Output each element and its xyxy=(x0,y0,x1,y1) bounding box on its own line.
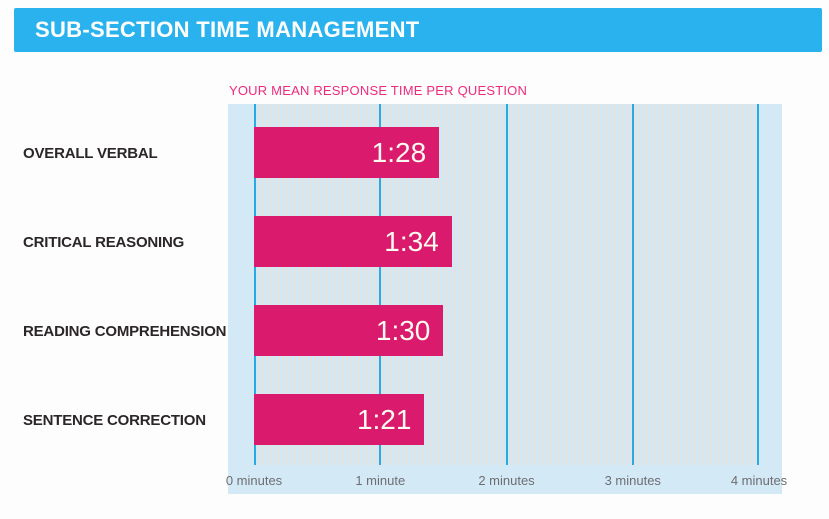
gridline-2-minutes xyxy=(505,104,508,465)
chart-subtitle: YOUR MEAN RESPONSE TIME PER QUESTION xyxy=(229,83,528,98)
category-label-reading-comprehension: READING COMPREHENSION xyxy=(23,323,227,340)
gridline-0-minutes xyxy=(254,104,256,465)
bar-value-label: 1:28 xyxy=(371,137,427,168)
section-title: SUB-SECTION TIME MANAGEMENT xyxy=(35,17,420,42)
category-label-critical-reasoning: CRITICAL REASONING xyxy=(23,234,185,251)
gridline-3-minutes xyxy=(631,104,634,465)
x-axis: 0 minutes 1 minute 2 minutes 3 minutes 4… xyxy=(226,473,787,493)
bar-value-label: 1:21 xyxy=(356,404,412,435)
plot-area: 1:28 1:34 1:30 1:21 xyxy=(254,104,759,465)
axis-tick-label: 3 minutes xyxy=(604,473,661,488)
bar-value-label: 1:30 xyxy=(375,315,431,346)
bar-reading-comprehension: 1:30 xyxy=(254,305,444,356)
chart-panel: 1:28 1:34 1:30 1:21 0 minutes 1 minute 2… xyxy=(226,104,787,494)
gridline-4-minutes xyxy=(757,104,759,465)
bar-overall-verbal: 1:28 xyxy=(254,127,440,178)
axis-tick-label: 1 minute xyxy=(355,473,406,488)
category-label-sentence-correction: SENTENCE CORRECTION xyxy=(23,412,206,429)
gridline-1-minute xyxy=(379,104,382,465)
category-label-overall-verbal: OVERALL VERBAL xyxy=(23,145,158,162)
bar-value-label: 1:34 xyxy=(384,226,439,257)
bar-critical-reasoning: 1:34 xyxy=(254,216,452,267)
axis-tick-label: 2 minutes xyxy=(478,473,535,488)
axis-tick-label: 4 minutes xyxy=(730,473,788,488)
axis-tick-label: 0 minutes xyxy=(225,473,283,488)
bar-sentence-correction: 1:21 xyxy=(254,394,425,445)
section-header: SUB-SECTION TIME MANAGEMENT xyxy=(14,8,822,52)
